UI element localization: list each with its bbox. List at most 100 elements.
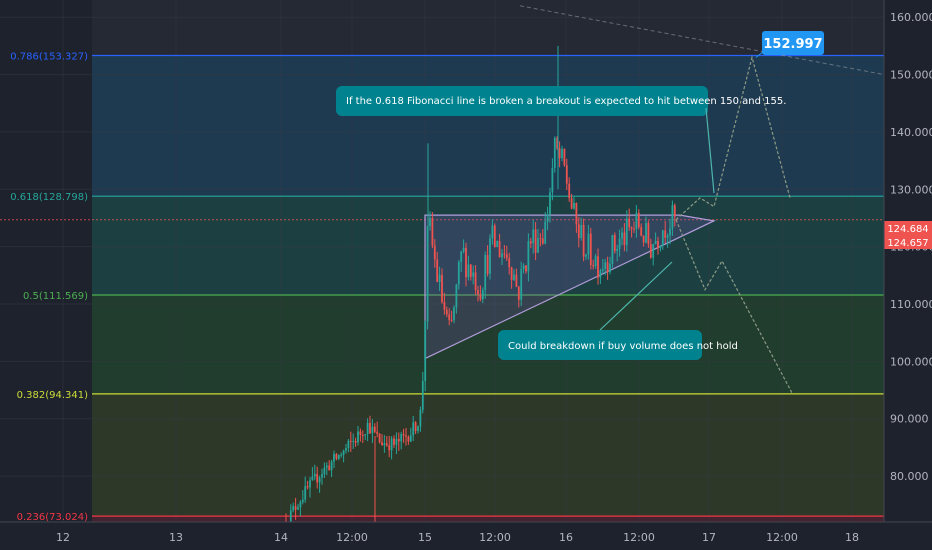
candle-body [594,256,597,267]
candle-body [630,227,633,229]
candle-body [549,192,551,215]
fib-band-bottom [92,516,884,522]
callout-breakdown-text: Could breakdown if buy volume does not h… [508,341,738,352]
price-badge-label: 124.684 [887,224,928,235]
candle-body [609,263,611,272]
candle-body [486,255,489,274]
candle-body [652,244,655,258]
candle-body [330,461,333,471]
candle-body [592,265,595,267]
candle-body [460,251,463,262]
candle-body [515,274,518,287]
candle-body [352,440,355,442]
candle-body [414,422,417,432]
x-tick-label: 13 [169,531,183,544]
candle-body [385,443,388,446]
candle-body [496,241,499,248]
candle-body [654,240,657,245]
annotations: If the 0.618 Fibonacci line is broken a … [336,31,824,360]
candle-body [328,465,331,471]
fib-label: 0.236(73.024) [17,512,89,523]
x-tick-label: 15 [418,531,432,544]
candle-body [601,268,604,271]
candle-body [383,443,386,446]
candle-body [448,314,451,320]
candle-body [510,267,513,280]
candle-body [522,265,525,270]
candle-body [599,270,602,278]
y-tick-label: 90.000 [890,413,929,426]
x-tick-label: 12:00 [336,531,368,544]
candle-body [445,309,448,315]
candle-body [364,434,367,436]
candle-body [505,254,508,259]
callout-breakout-pointer [705,107,715,194]
candle-body [625,218,628,246]
candle-body [558,148,561,159]
candle-body [661,230,664,246]
candle-body [520,269,523,300]
candle-body [306,486,309,488]
candle-body [467,264,470,278]
candle-body [342,450,345,455]
candle-body [465,247,467,278]
candle-body [546,214,549,222]
candle-body [378,433,381,443]
candle-body [299,501,302,508]
candle-body [381,442,383,446]
candle-body [340,454,343,456]
candle-body [551,167,554,193]
candle-body [633,228,635,230]
candle-body [659,245,662,249]
fib-bands [92,0,884,522]
candle-body [366,422,369,435]
candle-body [606,262,609,272]
candle-body [582,225,585,257]
candle-body [623,232,626,246]
y-tick-label: 110.000 [890,298,932,311]
fib-label: 0.382(94.341) [17,390,89,401]
candle-body [292,506,295,511]
candle-body [544,221,547,244]
candle-body [426,226,429,322]
fib-band-top [92,0,884,56]
candle-body [565,165,568,184]
x-tick-label: 12:00 [479,531,511,544]
fib-label: 0.618(128.798) [10,192,88,203]
candle-body [616,249,619,252]
candle-body [419,409,422,427]
triangle-pattern [424,214,716,360]
candle-body [417,426,419,432]
x-axis: 12 13 14 12:00 15 12:00 16 12:00 17 12:00 18 [0,521,932,550]
candle-body [462,247,465,252]
candle-body [642,235,645,243]
candle-body [335,454,338,459]
candle-body [431,217,434,246]
candle-body [400,434,403,442]
target-price-box [762,31,824,55]
candle-body [525,265,527,272]
candle-body [577,224,580,238]
candle-body [395,438,398,445]
y-tick-label: 150.000 [890,69,932,82]
y-tick-label: 140.000 [890,126,932,139]
candle-body [429,217,431,227]
candle-body [361,434,364,436]
candle-body [556,137,559,149]
candle-body [587,233,590,255]
candle-body [491,225,494,239]
candle-body [474,272,477,291]
candle-body [405,435,407,437]
candle-body [407,436,410,442]
candle-body [649,244,652,258]
candle-body [532,229,535,244]
candle-body [493,225,496,248]
candle-body [611,235,614,264]
candle-body [553,137,556,168]
callout-breakdown-box [498,330,702,360]
candle-body [561,148,563,159]
candle-body [537,238,539,253]
candle-body [349,440,352,442]
